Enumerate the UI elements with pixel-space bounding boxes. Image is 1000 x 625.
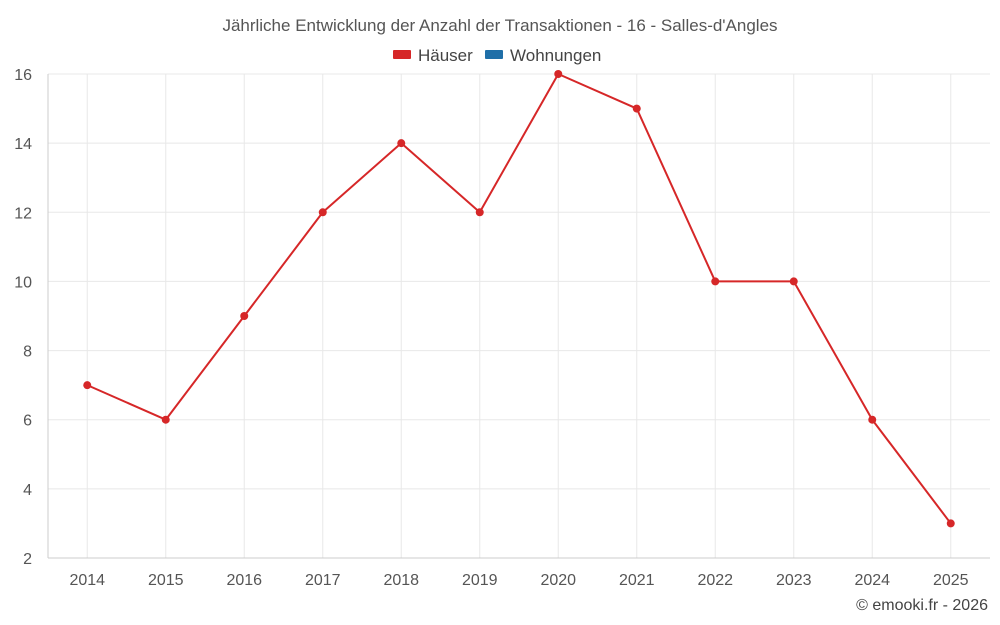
x-tick-label: 2021 [619,572,655,589]
x-tick-label: 2015 [148,572,184,589]
x-tick-label: 2023 [776,572,812,589]
data-point[interactable] [318,208,327,217]
x-tick-label: 2024 [854,572,890,589]
data-point[interactable] [83,381,92,390]
x-tick-label: 2019 [462,572,498,589]
y-tick-label: 14 [14,136,32,153]
chart-title: Jährliche Entwicklung der Anzahl der Tra… [222,16,777,35]
data-point[interactable] [946,519,955,528]
y-tick-label: 2 [23,551,32,568]
data-point[interactable] [711,277,720,286]
legend-item-haeuser[interactable]: Häuser [393,46,473,65]
gridlines [48,73,990,558]
y-tick-label: 8 [23,344,32,361]
data-point[interactable] [632,104,641,113]
data-point[interactable] [161,415,170,424]
legend-item-wohnungen[interactable]: Wohnungen [485,46,601,65]
series [83,70,955,528]
x-tick-label: 2025 [933,572,969,589]
y-tick-label: 16 [14,67,32,84]
data-point[interactable] [789,277,798,286]
y-tick-label: 12 [14,205,32,222]
y-tick-label: 10 [14,274,32,291]
x-tick-label: 2020 [540,572,576,589]
x-tick-label: 2014 [69,572,105,589]
legend-swatch-haeuser [393,50,411,59]
x-tick-label: 2016 [226,572,262,589]
axes: 2 4 6 8 10 12 14 16 2014 2015 2016 2017 2018 2019 2020… [14,67,990,589]
data-point[interactable] [554,70,563,78]
data-point[interactable] [240,312,249,320]
legend-label-wohnungen: Wohnungen [510,46,601,65]
credit-text: © emooki.fr - 2026 [856,597,988,614]
data-point[interactable] [475,208,484,217]
y-tick-label: 6 [23,413,32,430]
legend: Häuser Wohnungen [393,46,601,65]
data-point[interactable] [397,139,406,148]
data-point[interactable] [868,415,877,424]
series-line [86,73,952,525]
x-tick-label: 2022 [697,572,733,589]
legend-swatch-wohnungen [485,50,503,59]
legend-label-haeuser: Häuser [418,46,473,65]
x-tick-label: 2018 [383,572,419,589]
y-tick-label: 4 [23,482,32,499]
x-tick-label: 2017 [305,572,341,589]
